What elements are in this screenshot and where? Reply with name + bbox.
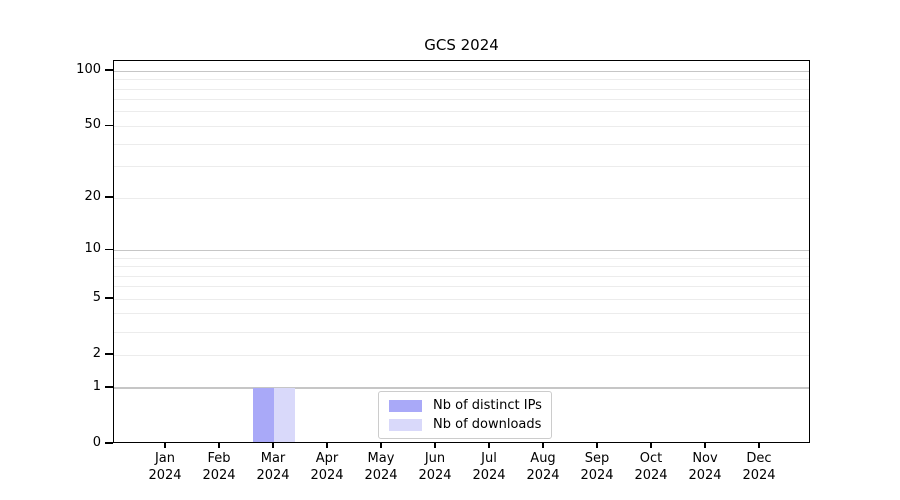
legend-label: Nb of distinct IPs — [433, 397, 542, 413]
x-tick-mark — [650, 443, 652, 448]
gridline-major — [114, 387, 809, 389]
x-tick-label: Nov 2024 — [688, 451, 722, 483]
gridline-minor — [114, 143, 809, 145]
gridline-minor — [114, 88, 809, 90]
x-tick-mark — [380, 443, 382, 448]
bar — [253, 388, 274, 443]
legend-swatch — [389, 399, 422, 412]
legend-row: Nb of downloads — [389, 416, 542, 433]
y-tick-label: 2 — [92, 346, 101, 362]
x-tick-label: Jul 2024 — [472, 451, 506, 483]
plot-area: Nb of distinct IPs Nb of downloads — [113, 60, 810, 443]
chart-title: GCS 2024 — [424, 36, 499, 54]
gridline-minor — [114, 125, 809, 127]
x-tick-label: Jun 2024 — [418, 451, 452, 483]
x-tick-mark — [488, 443, 490, 448]
y-tick-mark — [105, 124, 113, 127]
y-tick-label: 50 — [84, 117, 101, 133]
x-tick-label: Jan 2024 — [148, 451, 182, 483]
x-tick-mark — [596, 443, 598, 448]
y-tick-mark — [105, 386, 113, 388]
x-tick-mark — [704, 443, 706, 448]
legend-row: Nb of distinct IPs — [389, 397, 542, 414]
x-tick-label: Mar 2024 — [256, 451, 290, 483]
x-tick-mark — [434, 443, 436, 448]
gridline-minor — [114, 166, 809, 168]
gridline-minor — [114, 286, 809, 288]
x-tick-label: Dec 2024 — [742, 451, 776, 483]
y-tick-mark — [105, 297, 113, 300]
gridline-major — [114, 70, 809, 72]
y-tick-label: 5 — [92, 290, 101, 306]
x-tick-label: Sep 2024 — [580, 451, 614, 483]
x-tick-label: May 2024 — [364, 451, 398, 483]
legend-label: Nb of downloads — [433, 416, 542, 432]
y-tick-label: 1 — [92, 379, 101, 394]
gridline-minor — [114, 266, 809, 267]
y-tick-mark — [105, 442, 113, 444]
y-tick-label: 100 — [76, 62, 101, 78]
x-tick-label: Apr 2024 — [310, 451, 344, 483]
x-tick-mark — [272, 443, 274, 448]
y-tick-label: 10 — [84, 241, 101, 257]
gridline-minor — [114, 331, 809, 333]
x-tick-mark — [218, 443, 220, 448]
legend-swatch — [389, 418, 422, 431]
x-tick-mark — [164, 443, 166, 448]
gridline-minor — [114, 111, 809, 113]
x-tick-mark — [326, 443, 328, 448]
y-tick-label: 0 — [92, 435, 101, 450]
y-tick-mark — [105, 69, 113, 71]
x-tick-mark — [542, 443, 544, 448]
x-tick-label: Feb 2024 — [202, 451, 236, 483]
y-tick-mark — [105, 353, 113, 356]
y-tick-mark — [105, 248, 113, 251]
gridline-minor — [114, 99, 809, 101]
bar — [274, 388, 295, 443]
gridline-minor — [114, 313, 809, 315]
gridline-minor — [114, 79, 809, 81]
y-tick-mark — [105, 196, 113, 198]
x-tick-mark — [758, 443, 760, 448]
x-tick-label: Aug 2024 — [526, 451, 560, 483]
legend: Nb of distinct IPs Nb of downloads — [378, 391, 552, 439]
gridline-minor — [114, 275, 809, 277]
x-tick-label: Oct 2024 — [634, 451, 668, 483]
gridline-minor — [114, 257, 809, 259]
gridline-major — [114, 249, 809, 251]
gridline-minor — [114, 354, 809, 356]
y-tick-label: 20 — [84, 189, 101, 205]
gridline-minor — [114, 197, 809, 199]
gridline-minor — [114, 298, 809, 300]
